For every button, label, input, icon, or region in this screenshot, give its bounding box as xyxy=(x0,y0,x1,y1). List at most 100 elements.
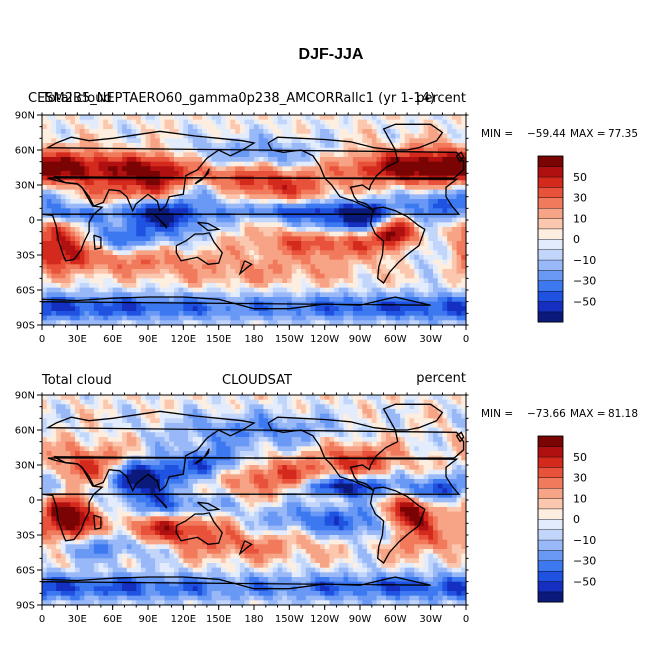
lon-tick-label: 30E xyxy=(68,614,87,625)
colorbar-label: −30 xyxy=(573,275,596,288)
colorbar-swatch xyxy=(537,435,564,447)
colorbar-label: 0 xyxy=(573,233,580,246)
colorbar-frame xyxy=(537,435,564,603)
lat-tick-label: 90N xyxy=(15,391,35,402)
colorbar-swatch xyxy=(537,456,564,468)
colorbar-swatch xyxy=(537,207,564,219)
min-label: MIN = xyxy=(481,128,513,140)
colorbar-swatch xyxy=(537,477,564,489)
colorbar-swatch xyxy=(537,560,564,572)
lon-tick-label: 30E xyxy=(68,334,87,345)
coastline xyxy=(238,260,253,276)
lat-tick-label: 30N xyxy=(15,461,35,472)
coastline xyxy=(369,206,426,284)
max-value: 77.35 xyxy=(608,128,638,140)
lon-tick-label: 0 xyxy=(463,614,469,625)
colorbar-label: 50 xyxy=(573,171,587,184)
colorbar-swatch xyxy=(537,311,564,323)
colorbar-frame xyxy=(537,155,564,323)
coastline xyxy=(267,136,399,212)
lat-tick-label: 90S xyxy=(16,601,35,612)
lat-tick-label: 30S xyxy=(16,251,35,262)
panel-model: Total cloud CESM2B5_NEPTAERO60_gamma0p23… xyxy=(15,91,638,345)
lon-tick-label: 120W xyxy=(310,334,339,345)
colorbar-swatch xyxy=(537,290,564,302)
panel-left-label: Total cloud xyxy=(41,91,112,106)
colorbar-swatch xyxy=(537,529,564,541)
lat-tick-label: 60N xyxy=(15,426,35,437)
colorbar-swatch xyxy=(537,238,564,250)
colorbar-label: 50 xyxy=(573,451,587,464)
lon-tick-label: 90W xyxy=(349,334,372,345)
colorbar-swatch xyxy=(537,466,564,479)
lon-tick-label: 0 xyxy=(463,334,469,345)
lon-tick-label: 90E xyxy=(138,614,157,625)
lon-tick-label: 150W xyxy=(275,614,304,625)
lon-tick-label: 180 xyxy=(244,334,263,345)
lon-tick-label: 0 xyxy=(39,334,45,345)
lat-tick-label: 60S xyxy=(16,286,35,297)
lon-tick-label: 150E xyxy=(206,334,231,345)
min-value: −73.66 xyxy=(527,408,566,420)
map-plot xyxy=(41,394,467,606)
lat-tick-label: 60S xyxy=(16,566,35,577)
lat-tick-label: 90N xyxy=(15,111,35,122)
coastline xyxy=(153,493,168,509)
lon-tick-label: 60E xyxy=(103,334,122,345)
coastline xyxy=(41,296,431,310)
colorbar-swatch xyxy=(537,259,564,271)
colorbar-swatch xyxy=(537,581,564,593)
coastline xyxy=(267,416,399,492)
lon-tick-label: 120E xyxy=(171,614,196,625)
colorbar-swatch xyxy=(537,487,564,499)
coastline xyxy=(455,151,465,163)
colorbar-swatch xyxy=(537,570,564,582)
coastline xyxy=(194,448,210,465)
lon-tick-label: 150W xyxy=(275,334,304,345)
lon-tick-label: 60W xyxy=(384,334,407,345)
axis-ticks: 90N 60N 30N 0 30S 60S 90S 0 30E 60E 90E 120E 150E 180… xyxy=(15,391,469,626)
lon-tick-label: 90E xyxy=(138,334,157,345)
figure-title: DJF-JJA xyxy=(299,46,364,63)
colorbar-swatch xyxy=(537,186,564,199)
colorbar-label: 0 xyxy=(573,513,580,526)
max-label: MAX = xyxy=(570,128,606,140)
colorbar-swatch xyxy=(537,228,564,240)
colorbar-swatch xyxy=(537,539,564,551)
panel-cloudsat: Total cloud CLOUDSAT percent 90N 60N 30N 0 3… xyxy=(15,371,638,625)
coastline xyxy=(197,501,221,512)
colorbar-swatch xyxy=(537,218,564,230)
panel-center-label: CESM2B5_NEPTAERO60_gamma0p238_AMCORRallc… xyxy=(28,91,435,106)
colorbar-label: −10 xyxy=(573,254,596,267)
panel-right-label: percent xyxy=(416,91,466,106)
lat-tick-label: 30S xyxy=(16,531,35,542)
lon-tick-label: 30W xyxy=(419,334,442,345)
coastline xyxy=(45,130,465,213)
coastline xyxy=(194,168,210,185)
lon-tick-label: 120W xyxy=(310,614,339,625)
colorbar-swatch xyxy=(537,301,564,313)
lon-tick-label: 90W xyxy=(349,614,372,625)
min-value: −59.44 xyxy=(527,128,566,140)
colorbar-swatch xyxy=(537,518,564,530)
coastline xyxy=(197,221,221,232)
colorbar-label: −50 xyxy=(573,295,596,308)
min-label: MIN = xyxy=(481,408,513,420)
coastline xyxy=(175,512,223,545)
coastline xyxy=(382,403,444,431)
lon-tick-label: 120E xyxy=(171,334,196,345)
coastline xyxy=(175,232,223,265)
coastline xyxy=(93,234,102,250)
lat-tick-label: 90S xyxy=(16,321,35,332)
colorbar-swatch xyxy=(537,498,564,510)
colorbar-swatch xyxy=(537,269,564,282)
lon-tick-label: 180 xyxy=(244,614,263,625)
lon-tick-label: 150E xyxy=(206,614,231,625)
coastline xyxy=(41,456,461,542)
lat-tick-label: 0 xyxy=(29,216,35,227)
colorbar: 50 30 10 0 −10 −30 −50 xyxy=(537,155,596,323)
colorbar-swatch xyxy=(537,155,564,167)
colorbar-label: 10 xyxy=(573,212,587,225)
colorbar-label: 10 xyxy=(573,492,587,505)
